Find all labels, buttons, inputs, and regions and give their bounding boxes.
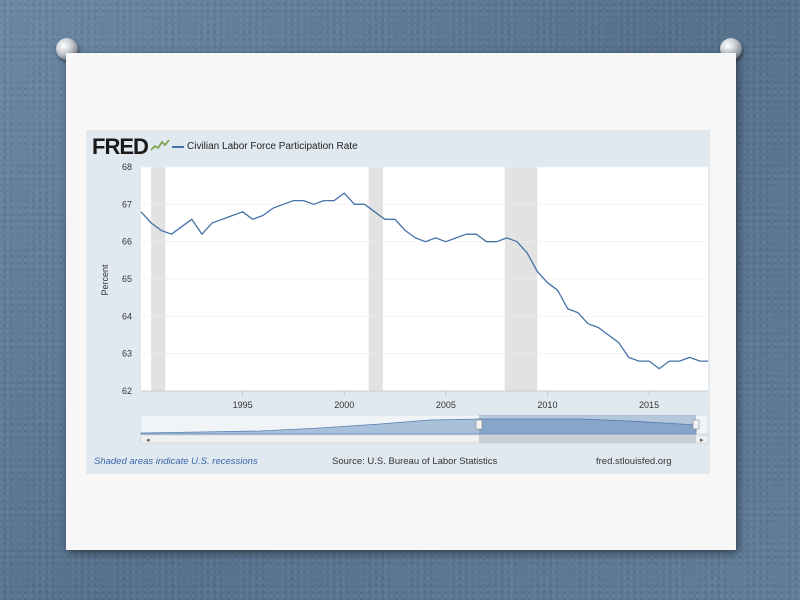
y-axis: 62 63 64 65 66 67 68 (122, 162, 132, 396)
x-tick-label: 2000 (334, 400, 354, 410)
y-tick-label: 63 (122, 349, 132, 359)
navigator-selection[interactable] (479, 415, 696, 434)
x-tick-label: 1995 (233, 400, 253, 410)
y-tick-label: 66 (122, 237, 132, 247)
series-title[interactable]: Civilian Labor Force Participation Rate (187, 141, 358, 152)
series-layer (140, 192, 708, 370)
x-tick-label: 2005 (436, 400, 456, 410)
navigator-handle-left[interactable] (475, 419, 483, 430)
y-tick-label: 64 (122, 311, 132, 321)
y-tick-label: 65 (122, 274, 132, 284)
scrollbar-thumb[interactable] (479, 435, 696, 443)
fred-sparkline-icon (150, 139, 170, 151)
navigator-series (140, 418, 697, 435)
navigator-scrollbar[interactable]: ◂ ▸ (140, 434, 709, 444)
y-tick-label: 62 (122, 386, 132, 396)
site-link[interactable]: fred.stlouisfed.org (596, 456, 672, 467)
navigator-handle-right[interactable] (692, 419, 700, 430)
x-tick-label: 2015 (639, 400, 659, 410)
legend-line-swatch (172, 146, 184, 148)
y-tick-label: 68 (122, 162, 132, 172)
scroll-left-arrow-icon[interactable]: ◂ (146, 437, 150, 444)
y-axis-label: Percent (100, 264, 110, 296)
fred-logo[interactable]: FRED (92, 134, 149, 159)
x-axis: 1995 2000 2005 2010 2015 (141, 390, 708, 410)
series-line[interactable] (140, 192, 708, 370)
x-tick-label: 2010 (537, 400, 557, 410)
scroll-right-arrow-icon[interactable]: ▸ (700, 437, 704, 444)
y-tick-label: 67 (122, 199, 132, 209)
source-note: Source: U.S. Bureau of Labor Statistics (332, 456, 498, 467)
recession-note: Shaded areas indicate U.S. recessions (94, 456, 258, 467)
range-navigator[interactable] (140, 414, 709, 435)
